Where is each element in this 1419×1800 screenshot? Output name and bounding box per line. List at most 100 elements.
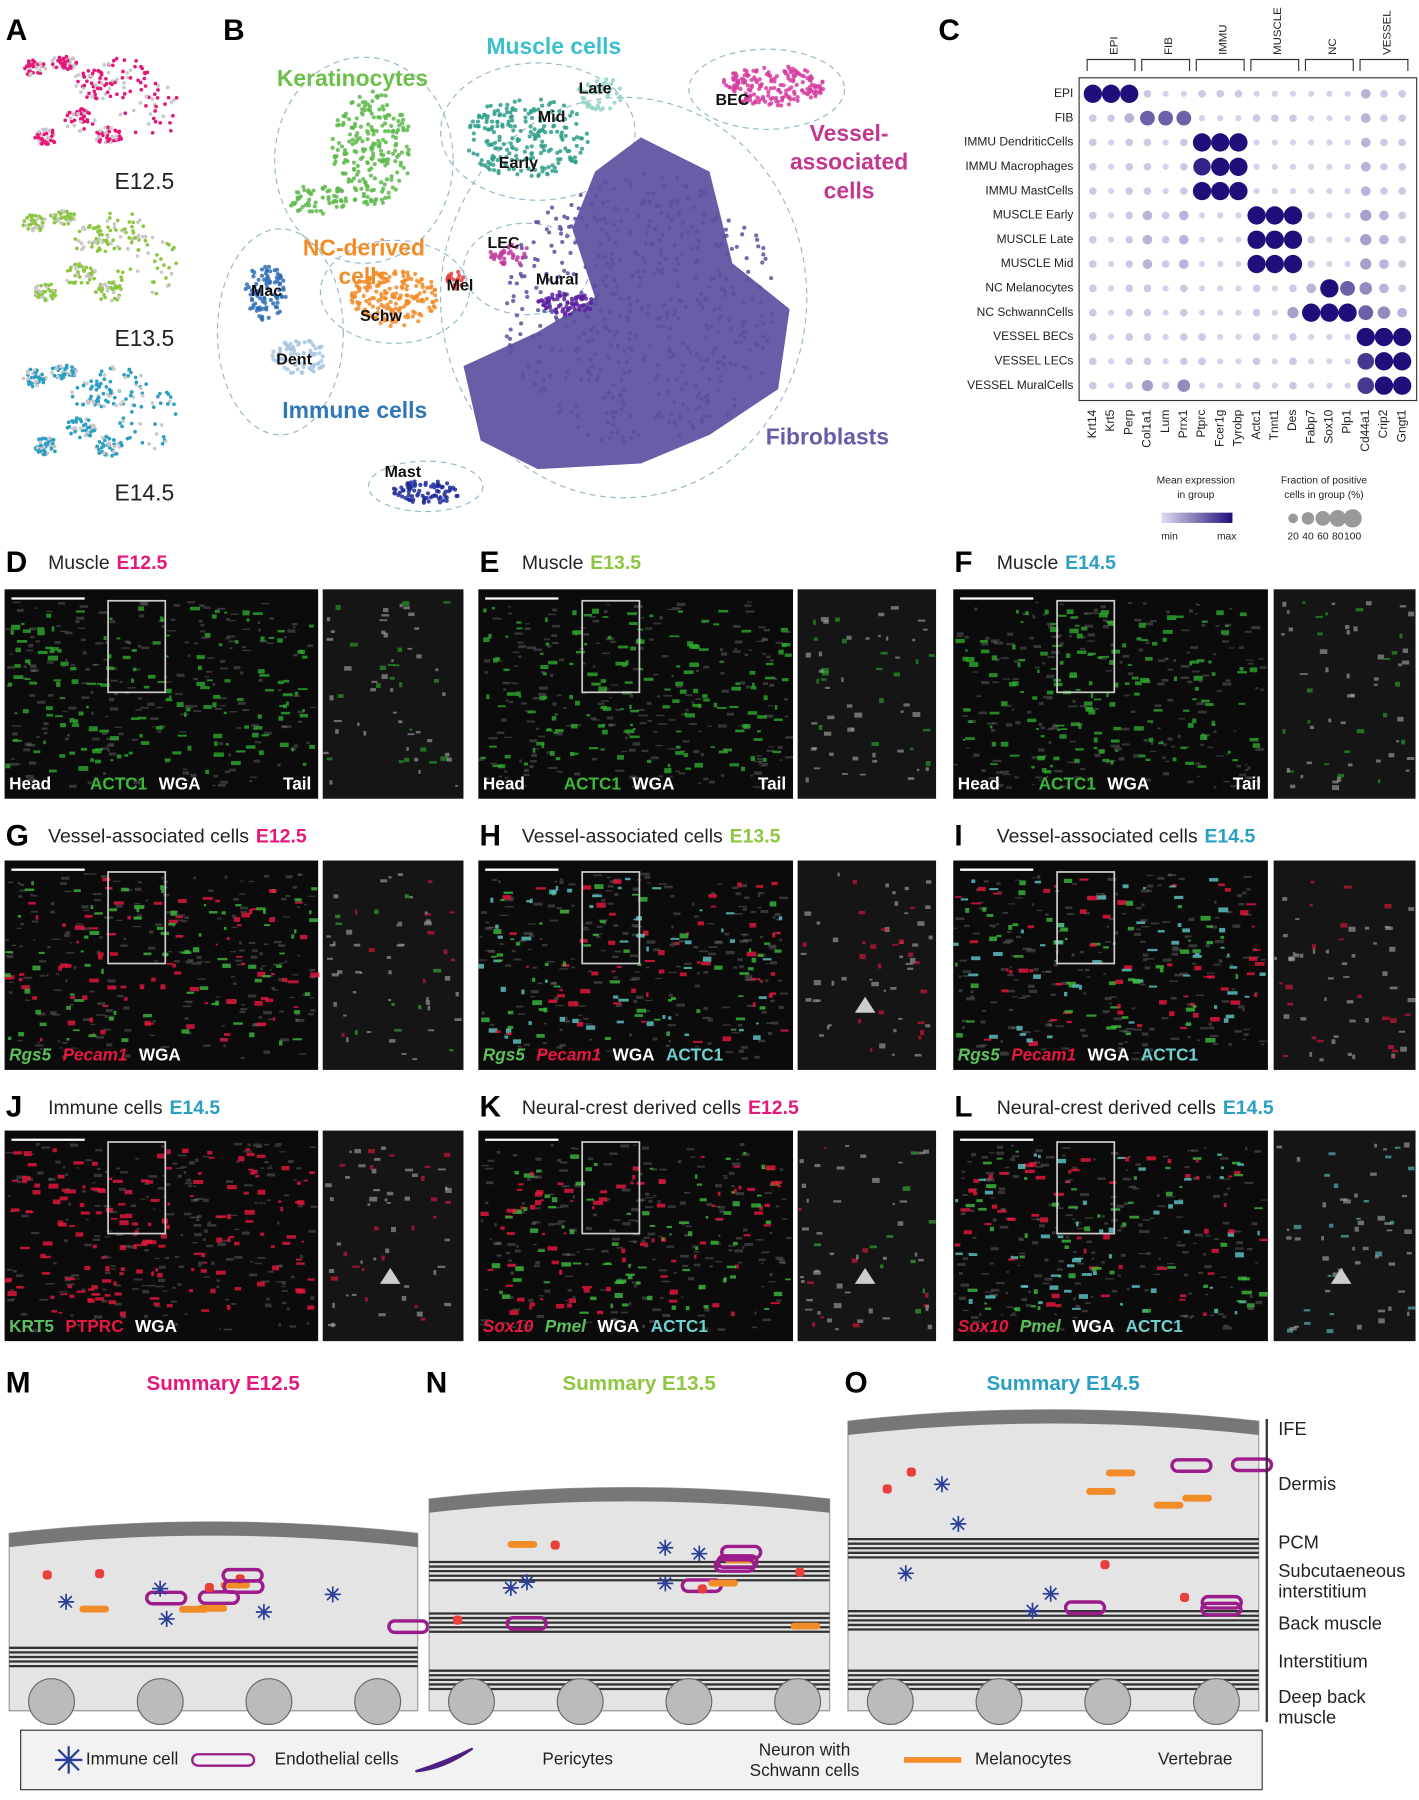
umap-dot <box>620 398 624 402</box>
signal <box>295 692 298 696</box>
umap-dot <box>717 306 721 310</box>
umap-dot <box>567 149 571 153</box>
umap-dot <box>46 440 50 444</box>
umap-dot <box>717 317 721 321</box>
umap-dot <box>635 270 639 274</box>
tissue-texture <box>1144 739 1150 742</box>
size-legend-dot <box>1315 511 1330 526</box>
tissue-texture <box>747 601 753 602</box>
umap-dot <box>38 61 42 65</box>
tissue-texture <box>607 716 613 719</box>
signal <box>1106 693 1108 697</box>
signal <box>1059 734 1066 738</box>
umap-dot <box>82 384 86 388</box>
umap-dot <box>43 450 47 454</box>
signal <box>29 682 37 685</box>
tissue-texture <box>641 873 650 876</box>
inset-signal <box>447 758 452 762</box>
umap-dot <box>668 326 672 330</box>
umap-dot <box>116 219 120 223</box>
dot <box>1211 182 1229 200</box>
tissue-texture <box>738 1024 742 1027</box>
umap-dot <box>683 381 687 385</box>
umap-dot <box>533 382 537 386</box>
inset-signal <box>1317 632 1323 635</box>
signal <box>25 889 34 892</box>
tissue-texture <box>42 728 48 730</box>
signal <box>124 754 128 757</box>
inset-signal <box>334 894 339 898</box>
umap-dot <box>580 216 584 220</box>
signal <box>178 899 187 903</box>
umap-dot <box>87 418 91 422</box>
umap-dot <box>332 162 336 166</box>
umap-dot <box>82 75 86 79</box>
dot <box>1229 133 1247 151</box>
umap-dot <box>740 232 744 236</box>
umap-dot <box>560 240 564 244</box>
column-label: Krt14 <box>1085 409 1099 438</box>
umap-dot <box>608 329 612 333</box>
umap-dot <box>546 172 550 176</box>
umap-dot <box>542 378 546 382</box>
umap-dot <box>612 101 616 105</box>
umap-dot <box>741 324 745 328</box>
umap-dot <box>386 157 390 161</box>
signal <box>298 688 307 690</box>
signal <box>540 696 545 701</box>
umap-dot <box>529 109 533 113</box>
signal <box>676 731 682 733</box>
umap-dot <box>471 120 475 124</box>
tissue-texture <box>251 955 257 958</box>
umap-dot <box>716 330 720 334</box>
signal <box>82 995 87 1000</box>
inset-signal <box>1398 663 1402 666</box>
signal <box>989 673 998 677</box>
umap-dot <box>98 129 102 133</box>
inset-signal <box>387 956 391 959</box>
legend-title: cells in group (%) <box>1284 490 1363 501</box>
inset-signal <box>819 670 824 673</box>
tissue-texture <box>197 956 202 959</box>
umap-dot <box>130 212 134 216</box>
signal <box>779 650 784 655</box>
umap-dot <box>121 270 125 274</box>
umap-dot <box>351 100 355 104</box>
umap-dot <box>595 378 599 382</box>
umap-dot <box>509 345 513 349</box>
column-label: Prrx1 <box>1176 409 1190 438</box>
umap-dot <box>742 226 746 230</box>
panel-letter: F <box>954 546 972 579</box>
umap-dot <box>514 108 518 112</box>
tissue-texture <box>1162 679 1169 682</box>
inset-signal <box>895 657 900 659</box>
signal <box>1149 738 1153 743</box>
umap-dot <box>476 120 480 124</box>
umap-dot <box>122 81 126 85</box>
umap-dot <box>36 217 40 221</box>
umap-dot <box>138 422 142 426</box>
umap-dot <box>672 313 676 317</box>
tissue-texture <box>611 685 618 686</box>
umap-dot <box>145 243 149 247</box>
umap-dot <box>715 215 719 219</box>
umap-dot <box>26 377 30 381</box>
umap-dot <box>628 232 632 236</box>
umap-dot <box>604 326 608 330</box>
umap-dot <box>805 91 809 95</box>
umap-dot <box>567 307 571 311</box>
signal <box>693 689 698 693</box>
tissue-texture <box>65 980 67 983</box>
umap-dot <box>352 161 356 165</box>
tissue-texture <box>310 969 316 972</box>
umap-dot <box>289 342 293 346</box>
signal <box>104 636 107 640</box>
signal <box>1136 637 1141 640</box>
umap-dot <box>519 129 523 133</box>
umap-dot <box>776 103 780 107</box>
tissue-texture <box>677 603 686 606</box>
dot <box>1125 139 1133 147</box>
signal <box>110 736 119 740</box>
umap-dot <box>418 291 422 295</box>
umap-dot <box>659 211 663 215</box>
